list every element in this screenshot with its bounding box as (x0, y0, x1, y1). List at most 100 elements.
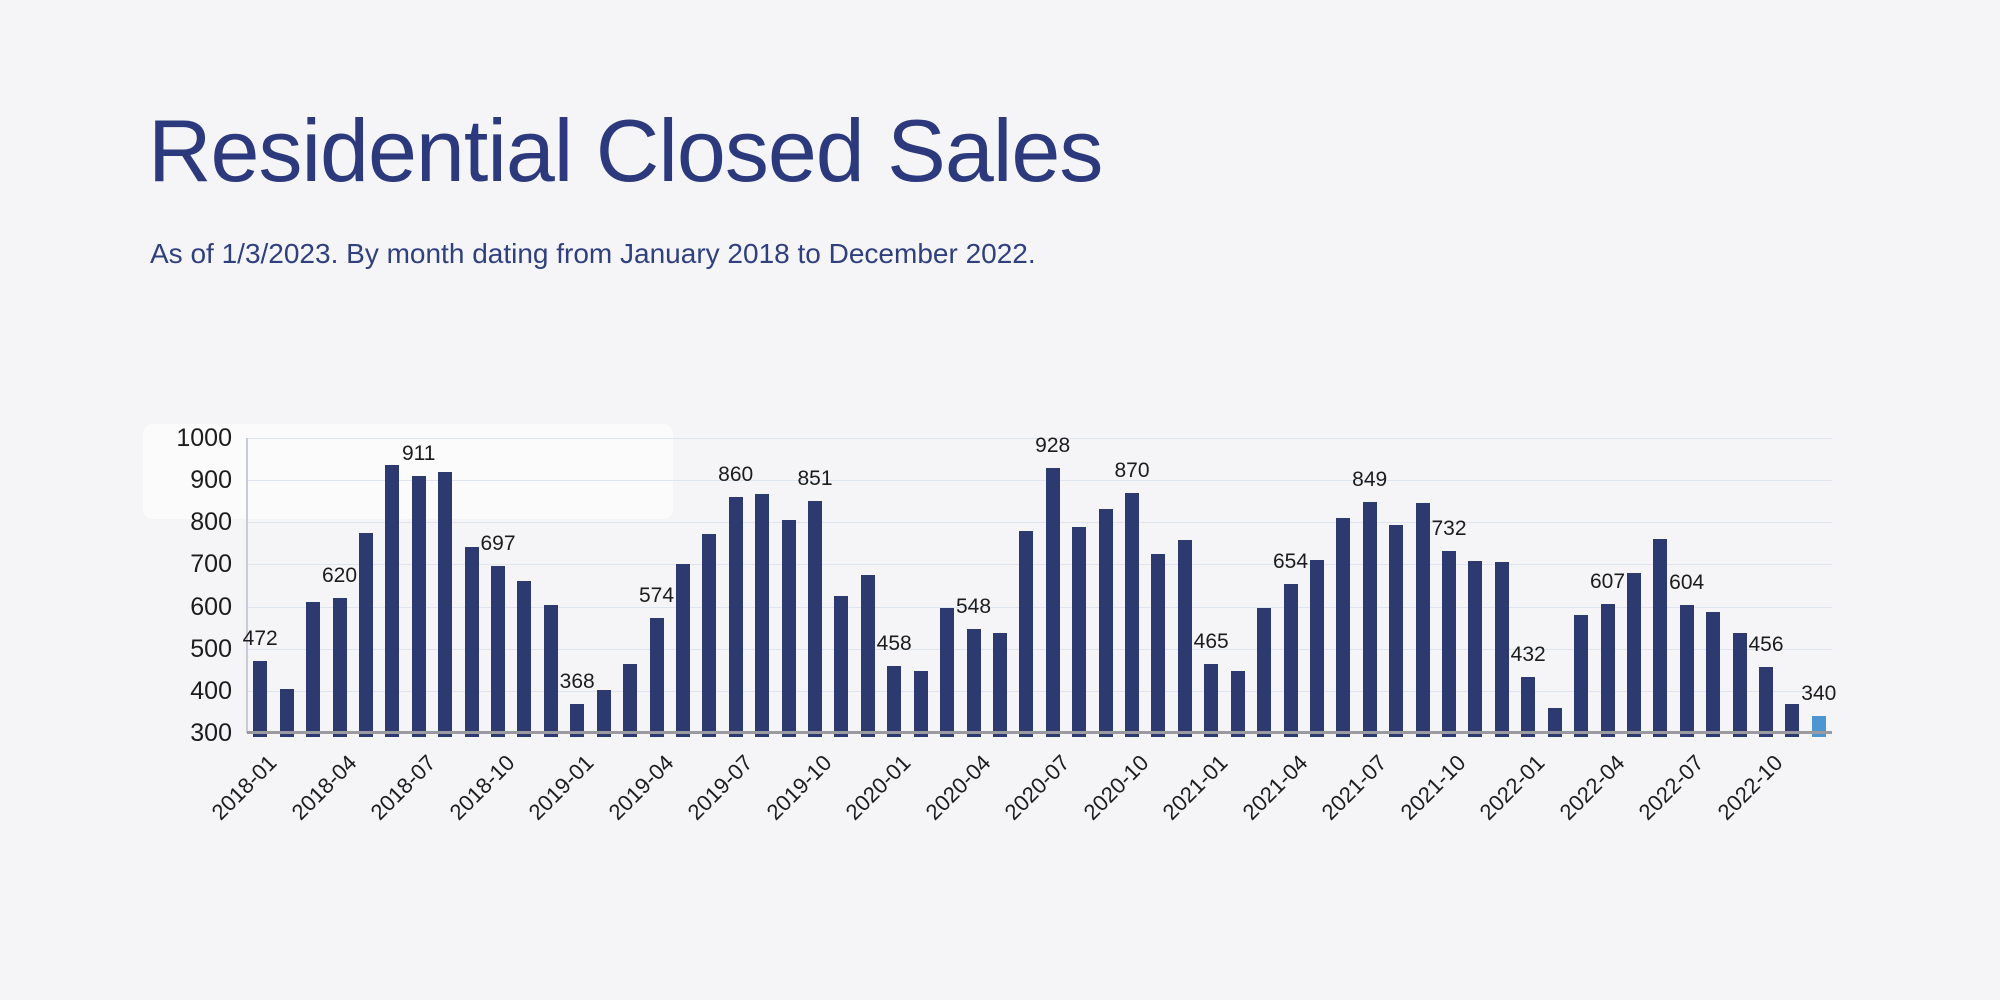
bar-2021-03[interactable] (1257, 607, 1271, 737)
gridline-700 (247, 564, 1832, 566)
x-axis-label-2022-07: 2022-07 (1633, 750, 1709, 825)
bar-value-label-2021-04: 654 (1272, 549, 1309, 573)
bar-2020-02[interactable] (913, 670, 928, 737)
bar-2019-06[interactable] (702, 533, 717, 737)
bar-2019-12[interactable] (860, 575, 875, 737)
bar-2018-04[interactable] (332, 598, 347, 737)
x-axis-label-2018-04: 2018-04 (286, 750, 362, 825)
bar-2022-11[interactable] (1785, 704, 1800, 737)
bar-2019-09[interactable] (781, 520, 796, 737)
bar-value-label-2022-04: 607 (1589, 569, 1626, 593)
y-axis-label-1000: 1000 (176, 424, 232, 452)
watermark-panel (143, 424, 673, 519)
bar-2019-08[interactable] (755, 493, 770, 737)
gridline-500 (247, 648, 1832, 650)
bar-value-label-2019-07: 860 (718, 463, 754, 486)
bar-2021-05[interactable] (1309, 560, 1324, 737)
x-axis-label-2019-07: 2019-07 (682, 750, 758, 825)
bar-2022-05[interactable] (1626, 572, 1641, 737)
x-axis-label-2018-01: 2018-01 (207, 750, 282, 825)
bar-value-label-2021-10: 732 (1431, 516, 1467, 540)
bar-2020-08[interactable] (1072, 526, 1087, 737)
bar-value-label-2018-07: 911 (401, 441, 436, 465)
bar-2020-11[interactable] (1151, 553, 1166, 737)
x-axis-line (247, 731, 1832, 734)
bar-2022-02[interactable] (1547, 707, 1562, 737)
gridline-600 (247, 606, 1832, 608)
bar-2021-02[interactable] (1230, 670, 1245, 737)
bar-2020-06[interactable] (1019, 530, 1034, 737)
bar-2022-06[interactable] (1653, 539, 1668, 737)
x-axis-label-2018-07: 2018-07 (365, 750, 441, 825)
y-axis-label-400: 400 (190, 676, 232, 705)
y-axis-label-800: 800 (190, 508, 232, 537)
bar-2021-10[interactable] (1442, 550, 1456, 737)
gridline-900 (247, 480, 1832, 482)
bar-value-label-2021-01: 465 (1193, 629, 1229, 653)
bar-2020-03[interactable] (940, 608, 954, 737)
bar-2018-11[interactable] (517, 580, 532, 737)
x-axis-label-2020-04: 2020-04 (920, 750, 996, 825)
bar-value-label-2020-10: 870 (1114, 458, 1150, 482)
bar-2022-03[interactable] (1574, 615, 1588, 737)
bar-2018-01[interactable] (253, 660, 268, 737)
gridline-800 (247, 522, 1832, 524)
bar-value-label-2021-07: 849 (1352, 467, 1388, 491)
bar-2022-09[interactable] (1732, 632, 1747, 737)
bar-2021-04[interactable] (1283, 583, 1298, 737)
bar-2018-08[interactable] (438, 472, 453, 737)
bar-2022-10[interactable] (1759, 667, 1773, 737)
bar-2019-07[interactable] (728, 497, 743, 737)
bar-value-label-2020-01: 458 (876, 632, 912, 656)
bar-2019-02[interactable] (596, 690, 611, 737)
y-axis-line (246, 438, 248, 733)
bar-2020-05[interactable] (992, 632, 1007, 737)
bar-2019-05[interactable] (675, 563, 690, 737)
bar-2020-12[interactable] (1177, 540, 1192, 737)
bar-2018-02[interactable] (279, 688, 294, 738)
bar-2021-07[interactable] (1362, 501, 1377, 737)
bar-2021-09[interactable] (1415, 503, 1430, 737)
bar-2022-07[interactable] (1679, 604, 1694, 737)
bar-2022-04[interactable] (1600, 603, 1615, 737)
gridline-1000 (247, 438, 1832, 439)
bar-2020-07[interactable] (1045, 468, 1060, 737)
bar-2019-01[interactable] (570, 704, 585, 737)
bar-2020-09[interactable] (1098, 509, 1113, 737)
bar-2019-10[interactable] (808, 500, 822, 737)
bar-2021-08[interactable] (1389, 525, 1404, 737)
bar-2018-05[interactable] (358, 532, 373, 737)
bar-2018-03[interactable] (306, 601, 320, 737)
bar-2020-04[interactable] (966, 628, 981, 737)
bar-2018-12[interactable] (543, 604, 558, 737)
bar-2019-11[interactable] (834, 596, 849, 737)
bar-2020-10[interactable] (1125, 492, 1139, 737)
bar-2018-06[interactable] (385, 465, 400, 737)
x-axis-label-2022-10: 2022-10 (1712, 750, 1788, 825)
bar-2021-01[interactable] (1204, 663, 1219, 737)
bar-value-label-2022-01: 432 (1510, 643, 1546, 667)
bar-2018-07[interactable] (411, 475, 426, 737)
bar-2019-04[interactable] (649, 617, 664, 737)
bar-2021-06[interactable] (1336, 518, 1351, 737)
bar-value-label-2018-10: 697 (480, 531, 516, 555)
y-axis-label-600: 600 (190, 592, 232, 621)
page-subtitle: As of 1/3/2023. By month dating from Jan… (150, 238, 1036, 269)
bar-2021-12[interactable] (1494, 561, 1509, 737)
bar-value-label-2020-07: 928 (1035, 434, 1071, 458)
bar-2022-01[interactable] (1521, 677, 1536, 737)
x-axis-label-2021-01: 2021-01 (1158, 750, 1233, 825)
bar-2021-11[interactable] (1468, 561, 1483, 737)
bar-value-label-2022-10: 456 (1748, 633, 1784, 657)
bar-2022-08[interactable] (1706, 611, 1721, 737)
page-title: Residential Closed Sales (148, 101, 1103, 200)
y-axis-label-300: 300 (190, 719, 232, 747)
bar-2018-09[interactable] (464, 547, 479, 737)
bar-2020-01[interactable] (887, 666, 902, 737)
bar-2019-03[interactable] (623, 663, 637, 737)
bar-value-label-2019-10: 851 (797, 466, 833, 490)
x-axis-label-2020-07: 2020-07 (999, 750, 1075, 825)
bar-2018-10[interactable] (491, 565, 505, 737)
